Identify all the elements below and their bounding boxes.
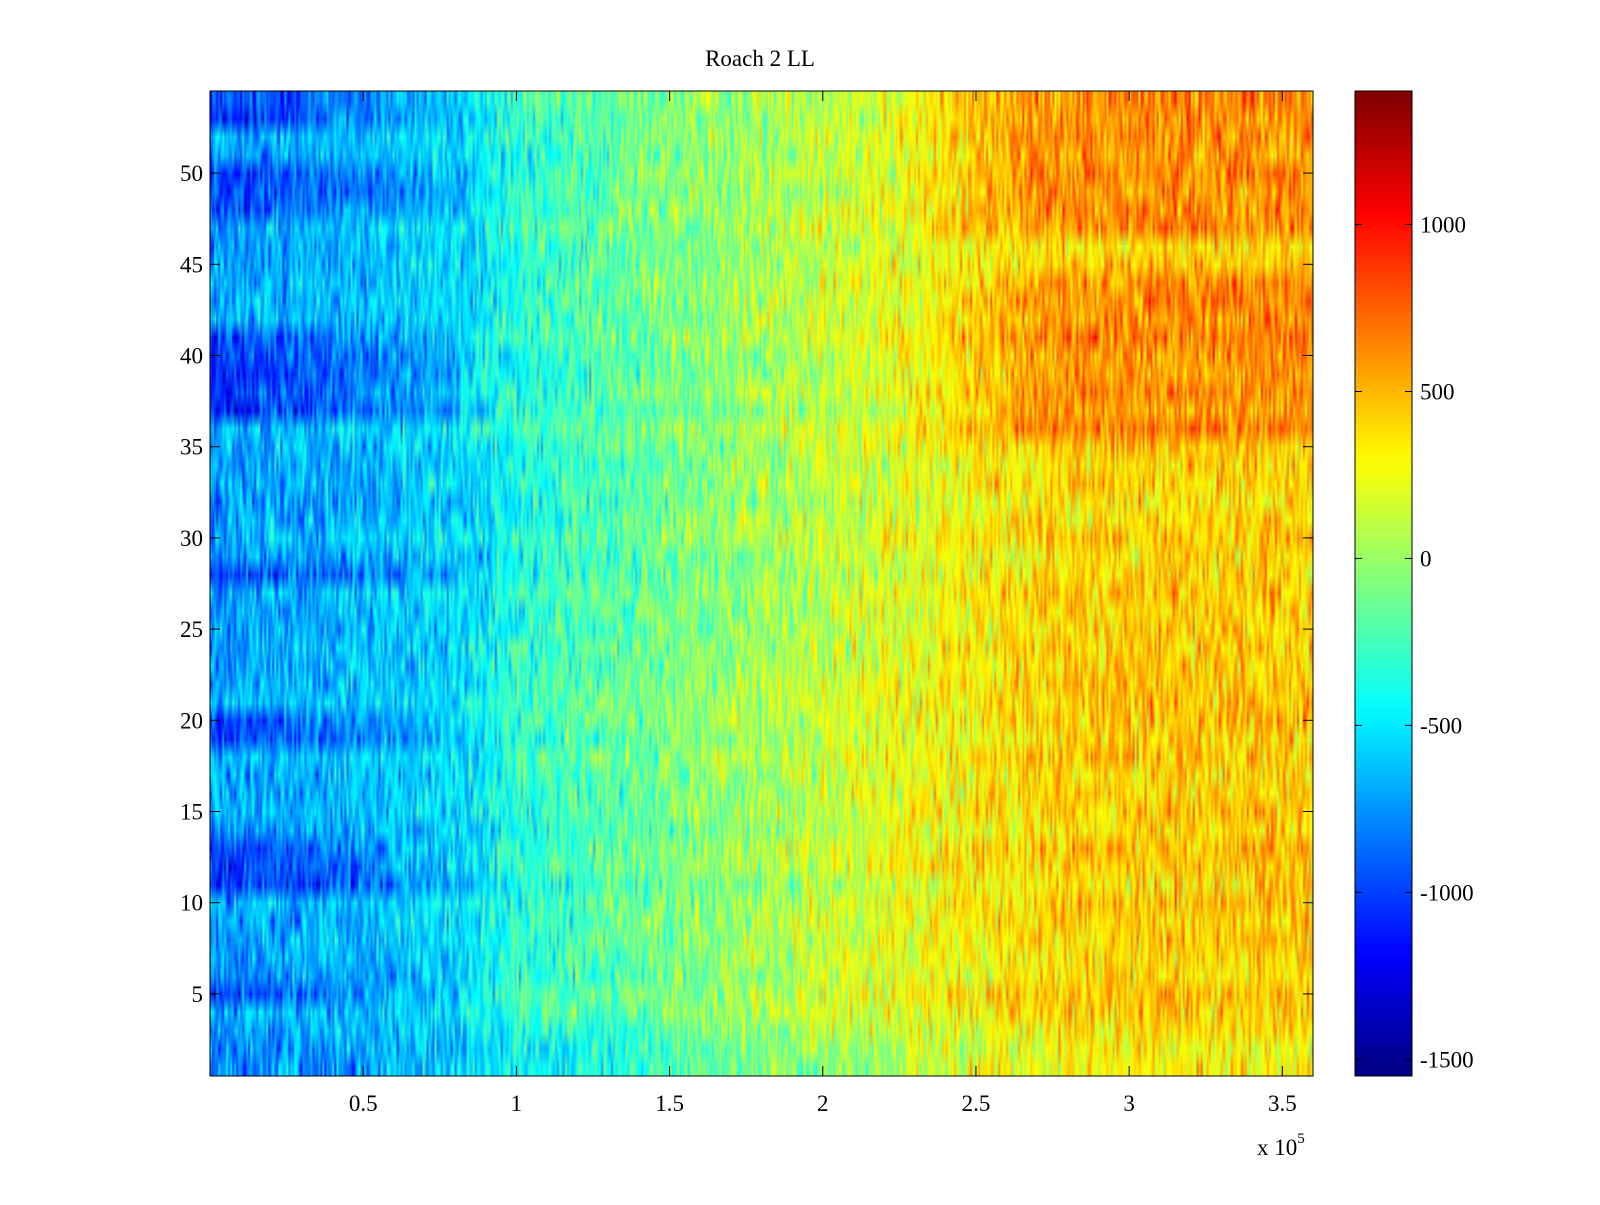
y-axis: 5 10 15 20 25 30 35 40 45 50 bbox=[180, 161, 1313, 1007]
y-tick-label: 20 bbox=[180, 708, 203, 733]
x-tick-label: 1 bbox=[511, 1091, 523, 1116]
colorbar-ticks: -1500 -1000 -500 0 500 1000 bbox=[1355, 213, 1474, 1072]
y-tick-label: 45 bbox=[180, 252, 203, 277]
heatmap-image bbox=[210, 91, 1313, 1076]
chart-title: Roach 2 LL bbox=[705, 46, 815, 71]
colorbar-tick-label: -1000 bbox=[1420, 880, 1474, 905]
colorbar-tick-label: 1000 bbox=[1420, 213, 1466, 238]
colorbar-tick-label: -500 bbox=[1420, 713, 1462, 738]
x-tick-label: 3.5 bbox=[1268, 1091, 1297, 1116]
y-tick-label: 30 bbox=[180, 526, 203, 551]
colorbar: -1500 -1000 -500 0 500 1000 bbox=[1354, 90, 1474, 1077]
y-tick-label: 40 bbox=[180, 343, 203, 368]
colorbar-gradient bbox=[1355, 91, 1412, 1076]
y-tick-label: 10 bbox=[180, 891, 203, 916]
x-tick-label: 0.5 bbox=[349, 1091, 378, 1116]
colorbar-tick-label: 500 bbox=[1420, 380, 1455, 405]
heatmap-plot-area bbox=[210, 91, 1313, 1076]
y-tick-label: 25 bbox=[180, 617, 203, 642]
x-tick-label: 2 bbox=[817, 1091, 829, 1116]
x-tick-label: 2.5 bbox=[962, 1091, 991, 1116]
y-tick-label: 50 bbox=[180, 161, 203, 186]
plot-frame bbox=[209, 90, 1314, 1077]
colorbar-tick-label: 0 bbox=[1420, 546, 1432, 571]
x-exponent-base: x 10 bbox=[1257, 1135, 1297, 1160]
x-axis-exponent: x 105 bbox=[1257, 1131, 1305, 1160]
colorbar-frame bbox=[1354, 90, 1413, 1077]
y-tick-label: 15 bbox=[180, 800, 203, 825]
colorbar-tick-label: -1500 bbox=[1420, 1047, 1474, 1072]
y-tick-label: 5 bbox=[192, 982, 204, 1007]
x-exponent-power: 5 bbox=[1297, 1131, 1305, 1147]
x-tick-label: 3 bbox=[1123, 1091, 1135, 1116]
y-tick-label: 35 bbox=[180, 435, 203, 460]
x-tick-label: 1.5 bbox=[655, 1091, 684, 1116]
x-axis: 0.5 1 1.5 2 2.5 3 3.5 bbox=[349, 91, 1297, 1116]
